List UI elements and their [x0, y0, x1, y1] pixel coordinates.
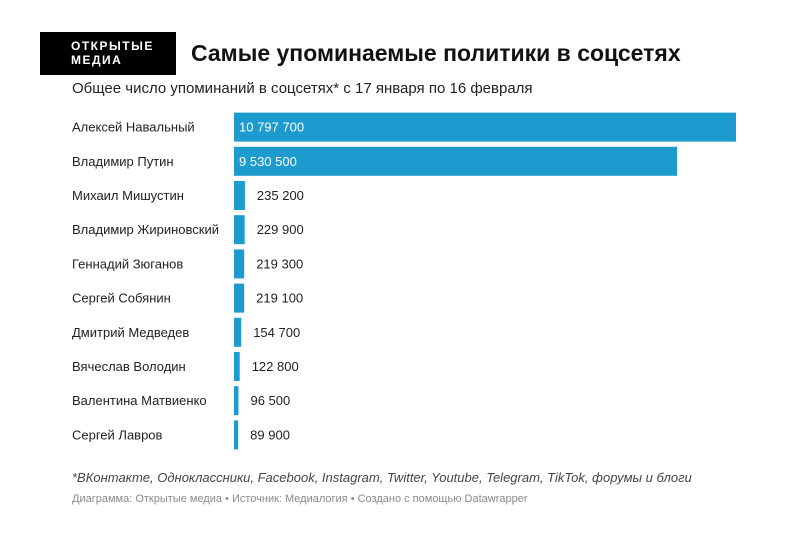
chart-title: Самые упоминаемые политики в соцсетях	[191, 40, 681, 66]
category-label: Сергей Лавров	[72, 427, 163, 442]
bar	[234, 146, 678, 176]
category-label: Владимир Жириновский	[72, 222, 219, 237]
value-label: 89 900	[250, 427, 290, 442]
category-label: Валентина Матвиенко	[72, 393, 207, 408]
value-label: 219 100	[256, 291, 303, 306]
category-label: Вячеслав Володин	[72, 359, 186, 374]
category-label: Дмитрий Медведев	[72, 325, 189, 340]
footnote: *ВКонтакте, Одноклассники, Facebook, Ins…	[72, 470, 692, 485]
bar	[234, 420, 239, 450]
value-label: 122 800	[252, 359, 299, 374]
value-label: 235 200	[257, 188, 304, 203]
bar	[234, 352, 240, 381]
bar	[234, 386, 239, 416]
logo: ОТКРЫТЫЕ МЕДИА	[40, 32, 176, 75]
bar	[234, 249, 245, 279]
value-label: 154 700	[253, 325, 300, 340]
category-label: Михаил Мишустин	[72, 188, 184, 203]
bar	[234, 283, 245, 313]
category-label: Владимир Путин	[72, 154, 174, 169]
bar	[234, 112, 736, 142]
category-label: Алексей Навальный	[72, 120, 195, 135]
value-label: 96 500	[250, 393, 290, 408]
chart-subtitle: Общее число упоминаний в соцсетях* с 17 …	[72, 80, 533, 97]
value-label: 219 300	[256, 256, 303, 271]
bar	[234, 181, 245, 210]
value-label: 10 797 700	[239, 120, 304, 135]
category-label: Сергей Собянин	[72, 291, 171, 306]
category-label: Геннадий Зюганов	[72, 256, 183, 271]
logo-line-1: ОТКРЫТЫЕ	[71, 39, 154, 53]
value-label: 9 530 500	[239, 154, 297, 169]
credits: Диаграмма: Открытые медиа • Источник: Ме…	[72, 493, 528, 505]
value-label: 229 900	[257, 222, 304, 237]
bar	[234, 317, 242, 347]
logo-line-2: МЕДИА	[71, 53, 123, 67]
bar	[234, 215, 245, 245]
